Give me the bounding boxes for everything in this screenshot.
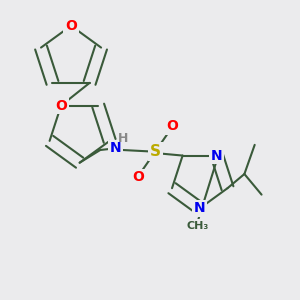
Text: N: N <box>110 141 122 155</box>
Text: N: N <box>211 148 223 163</box>
Text: H: H <box>118 132 128 145</box>
Text: O: O <box>55 99 67 112</box>
Text: S: S <box>150 144 160 159</box>
Text: N: N <box>194 201 206 215</box>
Text: O: O <box>65 19 77 33</box>
Text: O: O <box>132 170 144 184</box>
Text: CH₃: CH₃ <box>187 220 209 230</box>
Text: O: O <box>167 119 178 133</box>
